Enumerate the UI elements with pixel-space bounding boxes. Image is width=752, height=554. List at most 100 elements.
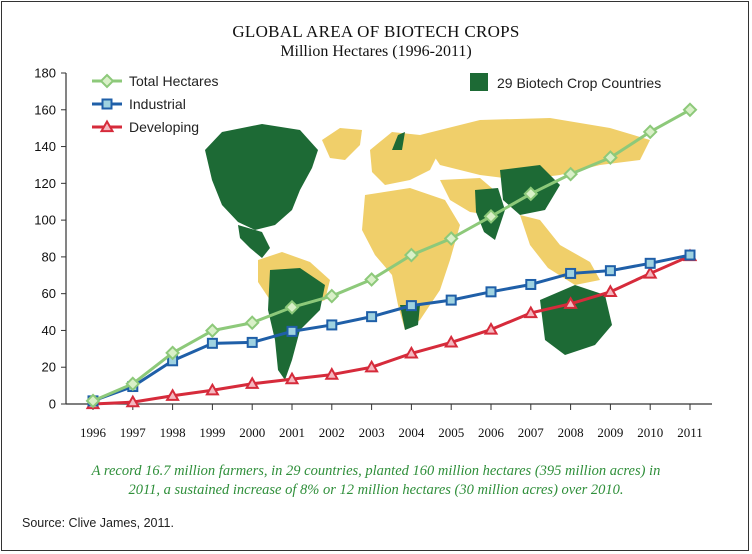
data-point-diamond [324,288,340,304]
x-tick-label: 2011 [677,425,703,440]
data-point-triangle [642,265,658,279]
series [85,102,698,410]
scandinavia-shape [392,132,405,150]
legend: Total Hectares Industrial Developing 29 Bio… [92,73,661,135]
x-tick-label: 2004 [398,425,425,440]
europe-shape [370,132,440,185]
data-point-triangle [125,394,141,408]
data-point-triangle [364,359,379,373]
north-america-shape [205,124,318,230]
data-point-diamond [364,272,380,287]
data-point-triangle [205,382,220,396]
y-tick-label: 60 [42,286,56,301]
data-point-diamond [99,73,115,89]
legend-item: Industrial [92,96,186,112]
greenland-shape [322,128,362,160]
legend-label: Developing [129,119,199,135]
x-tick-label: 2001 [279,425,305,440]
x-tick-label: 2007 [518,425,545,440]
x-tick-label: 1996 [80,425,107,440]
data-point-diamond [563,166,579,182]
data-point-diamond [682,102,698,118]
x-tick-label: 2005 [438,425,464,440]
data-point-triangle [324,367,340,380]
data-point-square [445,294,457,306]
data-point-triangle [284,371,300,385]
series-line [92,253,691,403]
series-line [92,254,691,406]
y-tick-label: 160 [34,102,56,117]
data-point-square [485,286,497,298]
x-tick-label: 1998 [160,425,186,440]
data-point-diamond [165,345,181,361]
series-industrial [87,249,696,407]
data-point-diamond [284,299,300,315]
axes: 0 20 40 60 80 100 120 140 160 180 1996 1997 1998 1999… [34,66,712,440]
data-point-diamond [204,323,220,339]
map-legend-swatch [470,73,488,91]
data-point-square [604,265,616,277]
data-point-square [644,257,656,269]
data-point-triangle [523,305,539,319]
data-point-triangle [244,376,260,389]
data-point-triangle [404,345,419,359]
data-point-diamond [125,376,141,392]
x-tick-label: 1999 [199,425,225,440]
chart-caption: A record 16.7 million farmers, in 29 cou… [0,462,752,500]
data-point-square [206,337,218,349]
y-tick-label: 120 [34,176,56,191]
data-point-diamond [403,247,419,263]
series-total-hectares [85,102,698,409]
chart-title: GLOBAL AREA OF BIOTECH CROPS [232,22,520,41]
data-point-diamond [602,150,618,166]
data-point-square [246,336,258,348]
x-tick-label: 2000 [239,425,265,440]
x-tick-label: 2009 [597,425,623,440]
data-point-triangle [483,322,499,335]
data-point-triangle [563,296,578,309]
data-point-triangle [443,334,459,348]
data-point-triangle [165,388,180,401]
source-note: Source: Clive James, 2011. [22,516,174,530]
y-tick-label: 180 [34,66,56,81]
x-tick-label: 2010 [637,425,663,440]
y-tick-label: 40 [42,323,56,338]
data-point-square [684,249,696,261]
data-point-square [565,267,577,279]
series-line [92,108,691,403]
y-tick-label: 140 [34,139,56,154]
data-point-diamond [85,393,101,409]
x-tick-label: 2008 [558,425,584,440]
map-legend-label: 29 Biotech Crop Countries [497,75,661,91]
south-africa-shape [400,305,420,330]
x-tick-label: 2002 [319,425,345,440]
data-point-square [286,325,298,337]
data-point-diamond [443,231,459,246]
legend-item: Developing [92,119,199,135]
x-tick-label: 2006 [478,425,505,440]
x-tick-label: 1997 [120,425,147,440]
data-point-square [405,300,417,312]
caption-line-2: 2011, a sustained increase of 8% or 12 m… [128,482,624,498]
central-america-shape [238,225,270,258]
x-tick-label: 2003 [359,425,385,440]
data-point-diamond [483,209,499,224]
data-point-square [366,311,378,323]
legend-label: Industrial [129,96,186,112]
y-tick-label: 20 [42,360,56,375]
south-america-biotech-shape [268,268,325,380]
data-point-square [326,319,338,331]
map-legend-item: 29 Biotech Crop Countries [470,73,661,91]
legend-item: Total Hectares [92,73,218,89]
y-tick-label: 100 [34,213,56,228]
data-point-square [525,278,537,290]
southeast-asia-shape [520,215,600,285]
y-tick-label: 0 [49,397,56,412]
australia-shape [540,285,612,355]
data-point-triangle [603,284,618,297]
caption-line-1: A record 16.7 million farmers, in 29 cou… [91,463,661,479]
data-point-diamond [244,315,260,331]
data-point-triangle [99,119,115,133]
legend-label: Total Hectares [129,73,218,89]
